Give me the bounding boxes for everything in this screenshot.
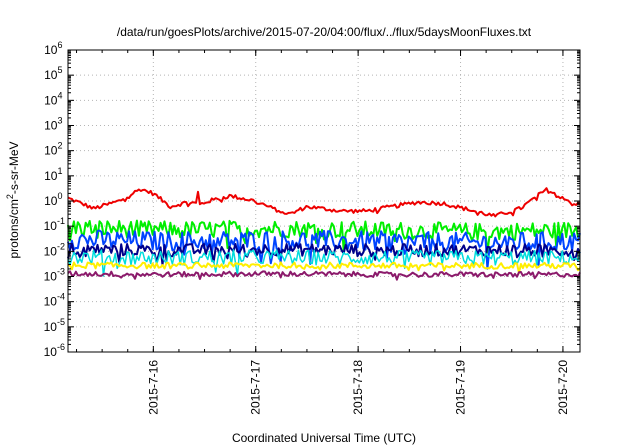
y-tick-label: 100​: [44, 191, 62, 208]
series-line-5: [67, 249, 581, 277]
x-tick-label: 2015-7-17: [249, 360, 263, 415]
series-line-7: [67, 270, 581, 281]
data-series: [67, 187, 581, 281]
y-axis-label-suffix: -s-sr-MeV: [7, 141, 21, 194]
y-tick-label: 103​: [44, 116, 62, 133]
y-tick-label: 10-6​: [44, 342, 65, 359]
y-tick-label: 10-3​: [44, 267, 65, 284]
y-tick-label: 102​: [44, 141, 62, 158]
y-tick-label: 10-4​: [44, 292, 65, 309]
y-axis: 10-6​ 10-5​ 10-4​ 10-3​ 10-2​ 10-1​ 100​ 101​ 10…: [44, 40, 580, 359]
y-tick-label: 10-2​: [44, 241, 65, 258]
y-tick-label: 10-1​: [44, 216, 65, 233]
y-tick-label: 106​: [44, 40, 62, 57]
grid-lines: [68, 50, 580, 352]
series-line-4: [67, 242, 581, 267]
x-tick-label: 2015-7-16: [146, 360, 160, 415]
x-axis: 2015-7-16 2015-7-17 2015-7-18 2015-7-19 2015…: [76, 50, 570, 415]
series-line-2: [67, 219, 581, 254]
y-tick-label: 101​: [44, 166, 62, 183]
x-axis-label: Coordinated Universal Time (UTC): [232, 431, 416, 445]
x-tick-label: 2015-7-20: [556, 360, 570, 415]
y-axis-label-prefix: protons/cm: [7, 199, 21, 258]
x-tick-label: 2015-7-18: [351, 360, 365, 415]
y-tick-label: 10-5​: [44, 317, 65, 334]
y-axis-label: protons/cm2-s-sr-MeV: [5, 141, 21, 258]
y-tick-label: 104​: [44, 90, 62, 107]
y-axis-label-superscript: 2: [5, 194, 15, 199]
series-line-3: [67, 229, 581, 270]
x-tick-label: 2015-7-19: [454, 360, 468, 415]
y-tick-label: 105​: [44, 65, 62, 82]
chart-title: /data/run/goesPlots/archive/2015-07-20/0…: [117, 25, 532, 39]
series-line-1: [67, 187, 581, 218]
series-line-6: [67, 261, 581, 275]
